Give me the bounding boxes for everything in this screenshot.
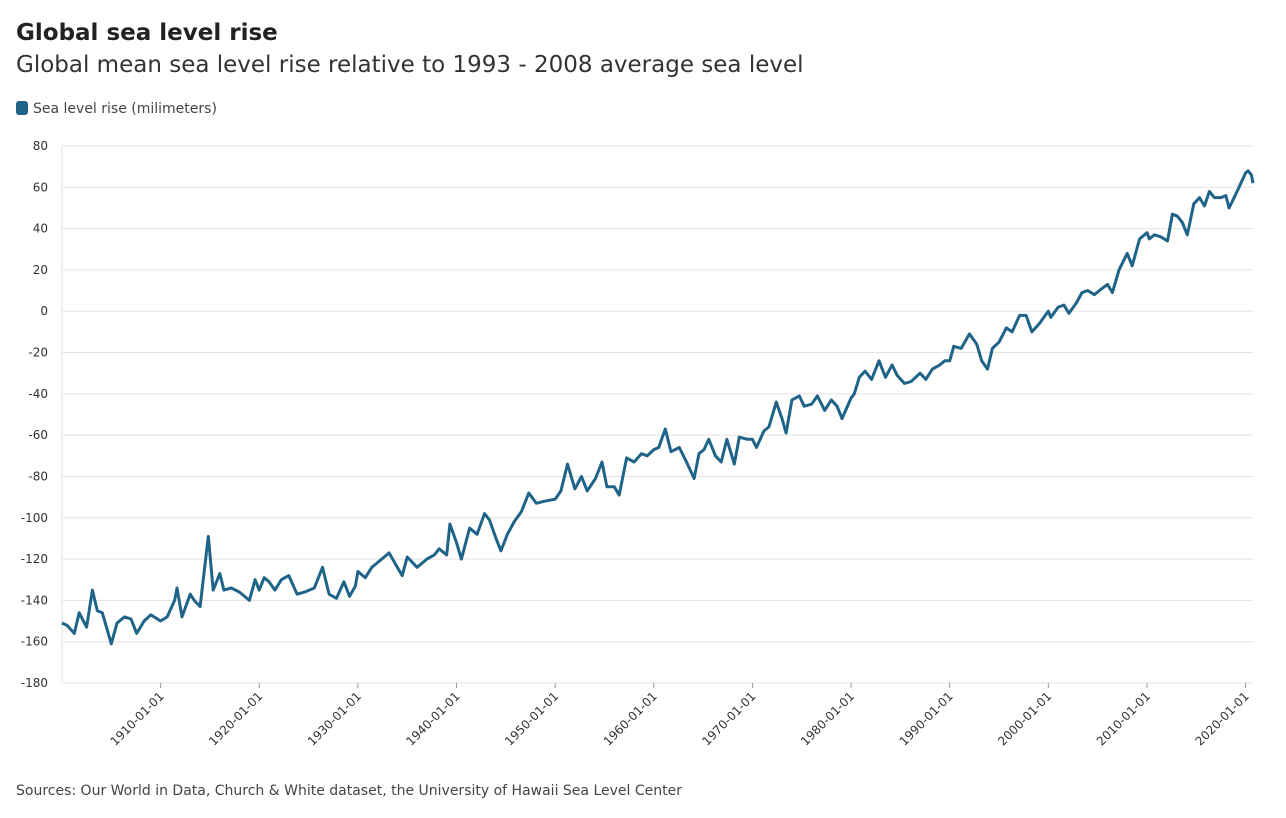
y-tick-label: -80 xyxy=(28,469,48,483)
y-tick-label: -120 xyxy=(21,552,48,566)
y-tick-label: 40 xyxy=(33,222,48,236)
chart-title: Global sea level rise xyxy=(16,20,278,46)
x-tick-label: 2020-01-01 xyxy=(1193,689,1252,748)
y-tick-label: 60 xyxy=(33,180,48,194)
y-tick-label: 20 xyxy=(33,263,48,277)
x-tick-label: 1950-01-01 xyxy=(502,689,561,748)
x-tick-label: 1940-01-01 xyxy=(403,689,462,748)
legend-label: Sea level rise (milimeters) xyxy=(33,101,217,117)
legend-swatch xyxy=(16,101,28,115)
x-tick-label: 1930-01-01 xyxy=(305,689,364,748)
y-tick-label: 80 xyxy=(33,139,48,153)
y-tick-label: -40 xyxy=(28,387,48,401)
y-tick-label: -100 xyxy=(21,511,48,525)
chart-subtitle: Global mean sea level rise relative to 1… xyxy=(16,52,804,78)
x-tick-label: 1920-01-01 xyxy=(206,689,265,748)
y-tick-label: -20 xyxy=(28,346,48,360)
y-tick-label: -60 xyxy=(28,428,48,442)
source-note: Sources: Our World in Data, Church & Whi… xyxy=(16,783,682,799)
y-tick-label: 0 xyxy=(40,304,48,318)
x-tick-label: 1910-01-01 xyxy=(108,689,167,748)
x-tick-label: 1990-01-01 xyxy=(897,689,956,748)
y-tick-label: -160 xyxy=(21,635,48,649)
x-tick-label: 1960-01-01 xyxy=(601,689,660,748)
y-tick-label: -180 xyxy=(21,676,48,690)
x-tick-label: 1980-01-01 xyxy=(798,689,857,748)
y-tick-label: -140 xyxy=(21,593,48,607)
data-line xyxy=(61,169,1255,646)
x-tick-label: 2000-01-01 xyxy=(995,689,1054,748)
x-tick-label: 1970-01-01 xyxy=(699,689,758,748)
x-tick-label: 2010-01-01 xyxy=(1094,689,1153,748)
